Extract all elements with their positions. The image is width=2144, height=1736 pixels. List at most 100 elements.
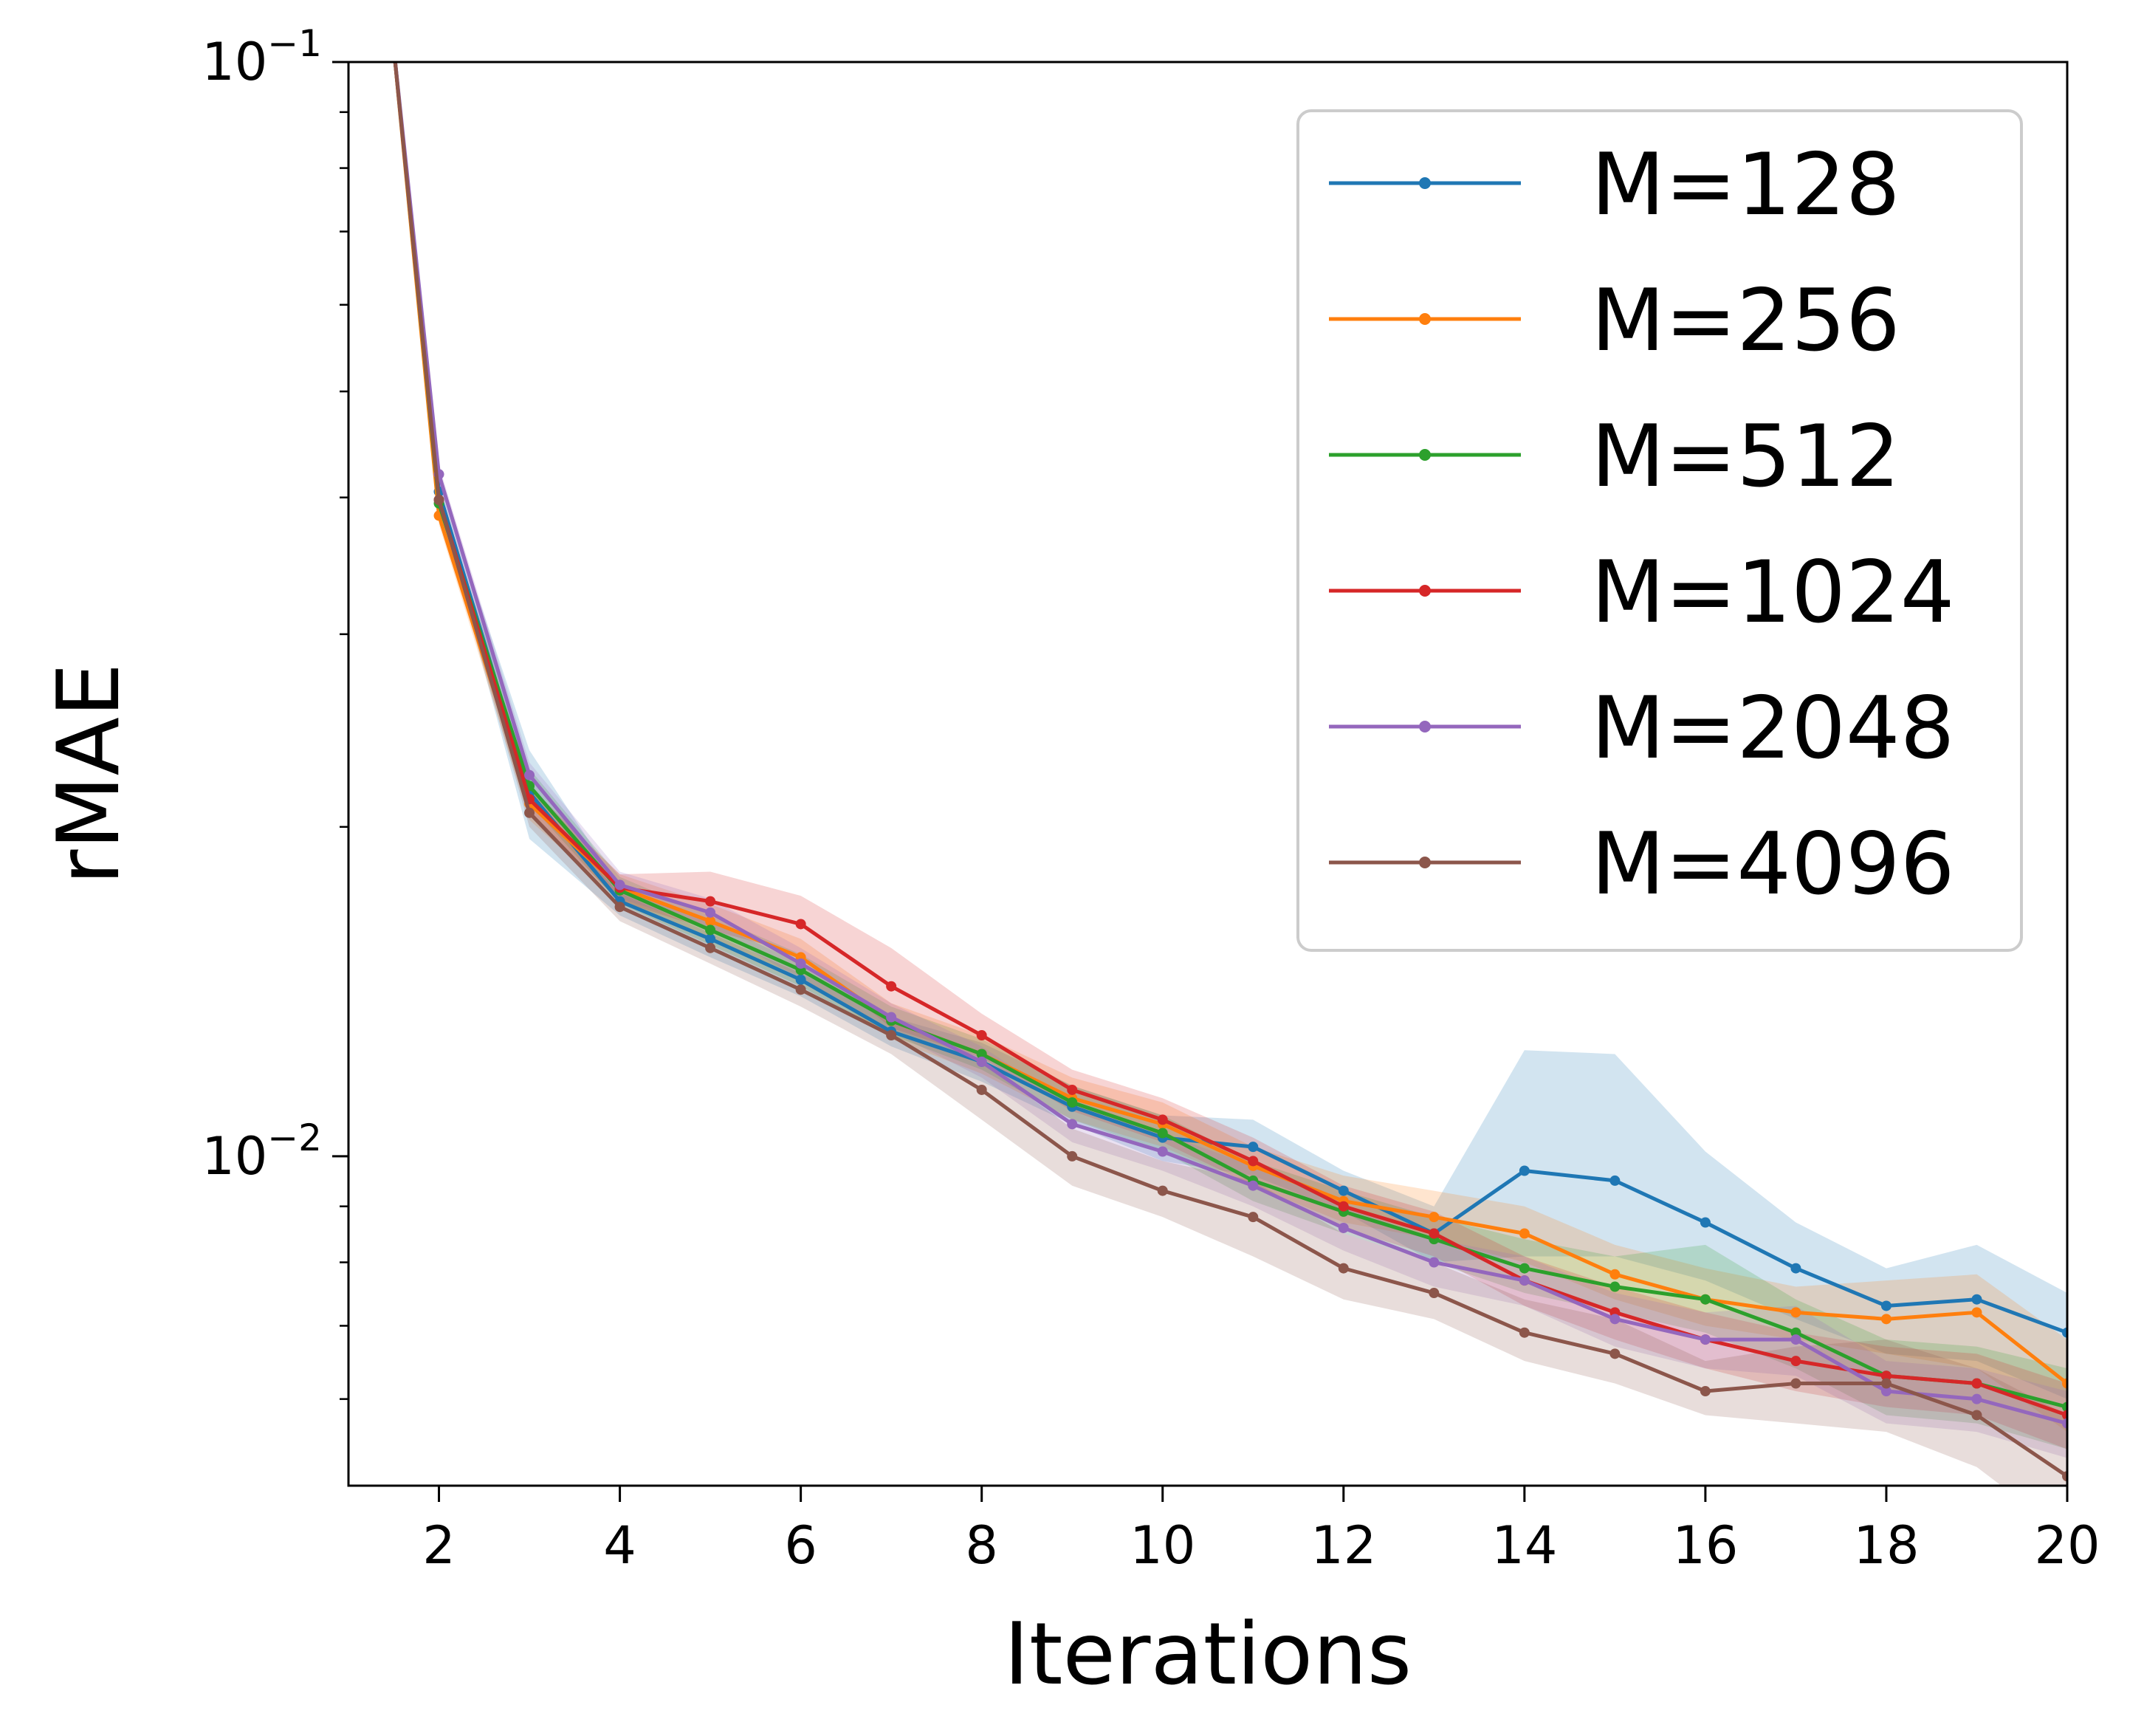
data-point [1067, 1097, 1078, 1108]
data-point [1609, 1281, 1621, 1292]
y-tick-label: 10−2 [202, 1116, 322, 1187]
data-point [524, 807, 535, 818]
data-point [1248, 1180, 1259, 1191]
data-point [1971, 1393, 1982, 1404]
legend-label: M=2048 [1591, 679, 1955, 778]
data-point [705, 924, 716, 936]
data-point [1429, 1212, 1440, 1223]
legend-label: M=1024 [1591, 543, 1955, 642]
data-point [976, 1049, 987, 1060]
data-point [1971, 1307, 1982, 1318]
band-m-1024 [439, 491, 2067, 1449]
legend-marker [1419, 177, 1431, 189]
legend-marker [1419, 449, 1431, 461]
data-point [976, 1056, 987, 1067]
x-tick-label: 2 [422, 1515, 456, 1576]
line-m-512 [393, 62, 2067, 1409]
x-tick-label: 18 [1853, 1515, 1919, 1576]
y-axis-label: rMAE [39, 663, 139, 885]
data-point [614, 902, 625, 913]
data-point [1338, 1185, 1349, 1196]
x-tick-label: 10 [1130, 1515, 1195, 1576]
data-point [1880, 1378, 1892, 1389]
data-point [1971, 1378, 1982, 1389]
data-point [1429, 1257, 1440, 1268]
legend-marker [1419, 721, 1431, 733]
data-point [1157, 1185, 1168, 1196]
x-tick-label: 14 [1491, 1515, 1557, 1576]
data-point [1338, 1263, 1349, 1274]
data-point [1790, 1263, 1801, 1274]
data-point [705, 916, 716, 927]
line-m-256 [393, 62, 2067, 1385]
band-m-4096 [439, 490, 2067, 1486]
legend-marker [1419, 313, 1431, 325]
band-m-256 [439, 507, 2067, 1433]
data-point [795, 984, 806, 995]
data-point [524, 769, 535, 780]
data-point [1880, 1370, 1892, 1382]
data-point [614, 879, 625, 891]
data-point [1519, 1228, 1530, 1239]
data-point [1609, 1269, 1621, 1280]
legend-marker [1419, 585, 1431, 597]
data-point [1519, 1165, 1530, 1176]
data-point [1067, 1119, 1078, 1130]
data-point [1971, 1294, 1982, 1305]
data-point [1338, 1222, 1349, 1233]
data-point [1609, 1175, 1621, 1186]
data-point [886, 981, 897, 992]
data-point [1700, 1217, 1711, 1228]
data-point [705, 896, 716, 907]
data-point [2062, 1410, 2067, 1421]
data-point [976, 1084, 987, 1095]
data-point [1248, 1156, 1259, 1167]
data-point [705, 907, 716, 918]
x-tick-label: 16 [1672, 1515, 1738, 1576]
data-point [1880, 1386, 1892, 1397]
data-point [1700, 1334, 1711, 1345]
data-point [1429, 1228, 1440, 1239]
data-point [1519, 1275, 1530, 1286]
data-point [1429, 1288, 1440, 1299]
plot-frame [347, 61, 2069, 1487]
x-tick-label: 12 [1310, 1515, 1376, 1576]
data-point [1700, 1294, 1711, 1305]
confidence-bands [439, 465, 2067, 1486]
data-point [1790, 1378, 1801, 1389]
y-tick-label: 10−1 [202, 22, 322, 92]
legend-label: M=128 [1591, 135, 1900, 235]
data-point [795, 958, 806, 969]
x-tick-label: 8 [965, 1515, 998, 1576]
x-tick-label: 4 [603, 1515, 636, 1576]
data-point [1067, 1150, 1078, 1162]
data-point [886, 1030, 897, 1041]
x-axis: 2 4 6 8 10 12 14 16 18 20 [422, 1486, 2100, 1576]
data-point [2062, 1378, 2067, 1389]
data-point [1248, 1142, 1259, 1153]
data-point [1519, 1327, 1530, 1338]
data-point [1880, 1314, 1892, 1325]
data-point [1248, 1212, 1259, 1223]
data-point [1790, 1356, 1801, 1367]
data-point [1067, 1084, 1078, 1095]
data-point [795, 974, 806, 985]
legend-label: M=512 [1591, 407, 1900, 507]
data-point [1790, 1334, 1801, 1345]
band-m-128 [439, 480, 2067, 1399]
data-point [1157, 1114, 1168, 1125]
x-axis-label: Iterations [1004, 1605, 1412, 1704]
data-point [795, 919, 806, 930]
line-m-2048 [393, 62, 2067, 1426]
data-point [1157, 1128, 1168, 1139]
legend-label: M=4096 [1591, 814, 1955, 914]
data-point [1519, 1263, 1530, 1274]
data-point [2062, 1402, 2067, 1413]
data-point [2062, 1471, 2067, 1482]
data-point [2062, 1327, 2067, 1338]
y-axis: 10−2 10−1 [202, 22, 348, 1400]
legend: M=128 M=256 M=512 M=1024 M=2048 M=4096 [1296, 109, 2023, 952]
data-point [1700, 1386, 1711, 1397]
data-point [2062, 1418, 2067, 1429]
data-point [433, 494, 444, 505]
